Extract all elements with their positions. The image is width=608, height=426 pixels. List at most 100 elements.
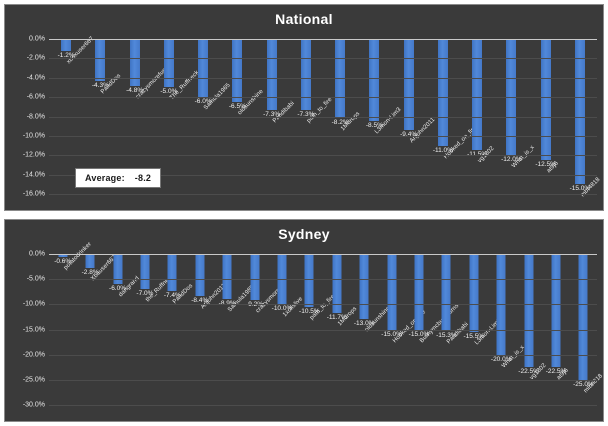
chart-title-national: National bbox=[275, 11, 333, 27]
y-axis-tick-label: -25.0% bbox=[22, 376, 45, 384]
y-axis-tick-label: -8.0% bbox=[26, 113, 45, 120]
bar[interactable] bbox=[113, 254, 123, 285]
gridline bbox=[49, 77, 597, 79]
bar-slot: -1.2% xboxuser667 bbox=[49, 36, 96, 194]
y-axis-tick-label: -10.0% bbox=[22, 300, 45, 308]
bar[interactable] bbox=[403, 39, 414, 131]
bar-slot: -8.5% L3mon-Lim3 bbox=[357, 39, 403, 194]
bar-value-label: -4.8% bbox=[126, 86, 144, 94]
bar-slot: -8.9% Samula1985 bbox=[213, 254, 256, 405]
bar[interactable] bbox=[332, 254, 342, 313]
bar-value-label: -0.6% bbox=[54, 258, 72, 266]
bar-slot: -15.0% mbr4818 bbox=[563, 39, 601, 199]
bar[interactable] bbox=[369, 39, 380, 122]
bar[interactable] bbox=[266, 39, 277, 110]
bar[interactable] bbox=[58, 254, 68, 258]
bar-slot: -8.4% Arljohn2011 bbox=[186, 254, 227, 405]
bar-value-label: -15.0% bbox=[408, 330, 430, 338]
bar-slot: -6.0% dangrand bbox=[104, 254, 140, 405]
gridline bbox=[49, 354, 597, 356]
bar-value-label: -6.0% bbox=[194, 98, 212, 106]
average-callout-national: Average: -8.2 bbox=[75, 168, 162, 188]
bar-slot: -25.0% mlbn818 bbox=[570, 254, 603, 405]
bar[interactable] bbox=[578, 254, 588, 380]
chart-panel-sydney[interactable]: Sydney 0.0% -5.0% -10.0% -15.0% -20.0% -25.0%… bbox=[4, 219, 604, 422]
gridline bbox=[49, 304, 597, 306]
bar[interactable] bbox=[441, 254, 451, 331]
bar-value-label: -2.8% bbox=[81, 269, 99, 277]
gridline bbox=[49, 405, 597, 406]
bar-slot: -13.0% oldsunshine bbox=[350, 254, 392, 405]
bar-slot: -6.5% oldsunshine bbox=[220, 39, 265, 194]
bar[interactable] bbox=[304, 254, 314, 307]
bar-value-label: -15.0% bbox=[569, 185, 591, 193]
bar-value-label: -8.4% bbox=[191, 297, 209, 305]
bar[interactable] bbox=[359, 254, 369, 320]
bar[interactable] bbox=[300, 39, 311, 110]
gridline bbox=[49, 194, 597, 195]
gridline bbox=[49, 155, 597, 157]
bar[interactable] bbox=[95, 39, 106, 81]
bar-slot: -22.5% at9j6 bbox=[542, 254, 570, 405]
bar-slot: -15.3% Pandibabi bbox=[433, 254, 470, 405]
bar[interactable] bbox=[574, 39, 585, 185]
bar-value-label: -7.0% bbox=[136, 290, 154, 298]
gridline bbox=[49, 379, 597, 381]
chart-panel-national[interactable]: National 0.0% -2.0% -4.0% -6.0% -8.0% -10.0% -… bbox=[4, 4, 604, 211]
bar-value-label: -11.7% bbox=[326, 313, 347, 321]
bar[interactable] bbox=[387, 254, 397, 330]
bar-value-label: -11.0% bbox=[432, 146, 453, 154]
bar[interactable] bbox=[167, 254, 177, 292]
bar[interactable] bbox=[250, 254, 260, 301]
bar-slot: -15.0% Hooked_on_fire bbox=[378, 254, 427, 405]
bar-value-label: -6.0% bbox=[109, 285, 127, 293]
bar-value-label: -5.0% bbox=[160, 88, 178, 96]
bar[interactable] bbox=[198, 39, 209, 98]
bar-value-label: -15.5% bbox=[463, 333, 485, 341]
gridline bbox=[49, 279, 597, 281]
bar[interactable] bbox=[140, 254, 150, 290]
bar[interactable] bbox=[61, 39, 72, 51]
bar-slot: -2.8% Xbauser667 bbox=[76, 254, 118, 405]
bar-value-label: -7.3% bbox=[263, 110, 281, 118]
bar-slot: -4.3% PandDos bbox=[83, 39, 123, 194]
bar[interactable] bbox=[232, 39, 243, 102]
y-axis-tick-label: -16.0% bbox=[22, 190, 45, 198]
y-axis-tick-label: -12.0% bbox=[22, 151, 45, 159]
y-axis-tick-label: 0.0% bbox=[29, 250, 45, 258]
bar[interactable] bbox=[524, 254, 534, 368]
bar-value-label: -8.9% bbox=[218, 299, 236, 307]
bar-slot: -10.5% path_to_fire bbox=[296, 254, 337, 405]
bar[interactable] bbox=[472, 39, 483, 151]
gridline bbox=[49, 58, 597, 60]
bar[interactable] bbox=[540, 39, 551, 161]
bar[interactable] bbox=[85, 254, 95, 269]
bar-value-label: -22.5% bbox=[518, 368, 539, 376]
bar-value-label: -15.0% bbox=[381, 330, 402, 338]
bar-value-label: -7.4% bbox=[163, 292, 181, 300]
bar[interactable] bbox=[414, 254, 424, 330]
bar[interactable] bbox=[129, 39, 140, 86]
bar-slot: -7.0% the_Ruffneck bbox=[131, 254, 175, 405]
bar[interactable] bbox=[551, 254, 561, 368]
bar-series-sydney: -0.6% potatodrinker -2.8% Xbauser667 -6.0% da… bbox=[49, 241, 603, 405]
bar[interactable] bbox=[437, 39, 448, 146]
bar[interactable] bbox=[469, 254, 479, 333]
y-axis-tick-label: -6.0% bbox=[26, 93, 45, 101]
bar-value-label: -11.5% bbox=[467, 151, 487, 158]
bar[interactable] bbox=[163, 39, 174, 88]
y-axis-national: 0.0% -2.0% -4.0% -6.0% -8.0% -10.0% -12.0% -14.… bbox=[9, 36, 47, 198]
y-axis-tick-label: -30.0% bbox=[22, 401, 45, 409]
bar-slot: -4.8% crazysmorefun bbox=[118, 39, 168, 194]
zero-axis-line bbox=[49, 39, 597, 40]
bar-slot: -6.0% Samula1965 bbox=[186, 39, 232, 194]
bar-value-label: -25.0% bbox=[573, 380, 594, 388]
bar[interactable] bbox=[195, 254, 205, 297]
bar[interactable] bbox=[222, 254, 232, 299]
bar-value-label: -22.5% bbox=[545, 368, 567, 376]
bar-slot: -22.5% vg1302 bbox=[515, 254, 547, 405]
bar-slot: -7.4% PandDos bbox=[159, 254, 195, 405]
bar-value-label: -15.3% bbox=[436, 332, 457, 339]
y-axis-tick-label: -10.0% bbox=[22, 132, 45, 140]
